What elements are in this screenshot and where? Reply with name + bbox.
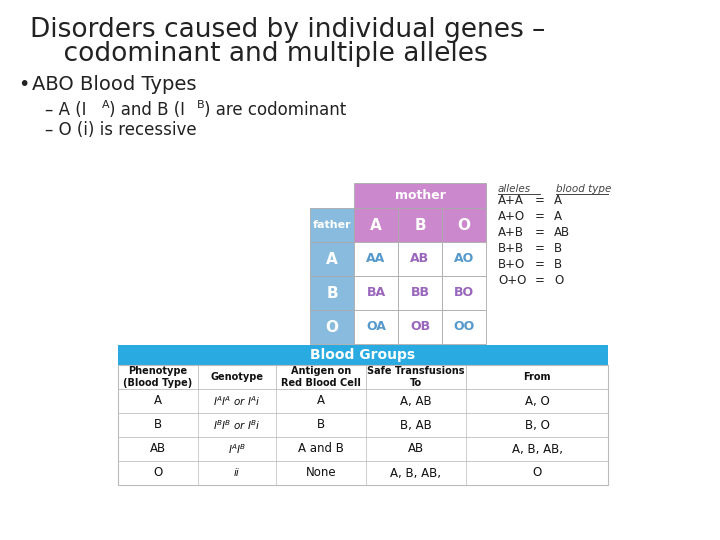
- Text: =: =: [535, 274, 545, 287]
- Text: BB: BB: [410, 287, 430, 300]
- Text: ii: ii: [234, 468, 240, 478]
- Text: AA: AA: [366, 253, 386, 266]
- Text: OA: OA: [366, 321, 386, 334]
- Text: Genotype: Genotype: [210, 372, 264, 382]
- Text: O: O: [532, 467, 541, 480]
- Text: Phenotype
(Blood Type): Phenotype (Blood Type): [123, 366, 193, 388]
- Text: A and B: A and B: [298, 442, 344, 456]
- Bar: [354, 208, 398, 242]
- Text: O: O: [325, 320, 338, 334]
- Text: blood type: blood type: [556, 185, 611, 194]
- Bar: [442, 310, 486, 344]
- Text: ) are codominant: ) are codominant: [204, 101, 346, 119]
- Bar: [310, 242, 354, 276]
- Text: =: =: [535, 194, 545, 207]
- Text: B, O: B, O: [525, 418, 549, 431]
- Bar: [118, 389, 608, 413]
- Bar: [398, 208, 442, 242]
- Text: A: A: [370, 218, 382, 233]
- Text: I$^B$I$^B$ or I$^B$i: I$^B$I$^B$ or I$^B$i: [213, 418, 261, 432]
- Text: B+O: B+O: [498, 258, 526, 271]
- Text: I$^A$I$^B$: I$^A$I$^B$: [228, 442, 246, 456]
- Text: BO: BO: [454, 287, 474, 300]
- Text: A, O: A, O: [525, 395, 549, 408]
- Text: AB: AB: [554, 226, 570, 239]
- Text: A: A: [102, 100, 109, 110]
- Text: •: •: [18, 76, 30, 94]
- Bar: [310, 208, 354, 242]
- Text: B: B: [554, 258, 562, 271]
- Text: A: A: [554, 210, 562, 223]
- Text: =: =: [535, 210, 545, 223]
- Bar: [354, 310, 398, 344]
- Text: Disorders caused by individual genes –: Disorders caused by individual genes –: [30, 17, 545, 43]
- Text: =: =: [535, 226, 545, 239]
- Bar: [118, 437, 608, 461]
- Text: A, AB: A, AB: [400, 395, 432, 408]
- Bar: [442, 276, 486, 310]
- Text: A, B, AB,: A, B, AB,: [511, 442, 562, 456]
- Text: BA: BA: [366, 287, 386, 300]
- Bar: [118, 413, 608, 437]
- Bar: [118, 461, 608, 485]
- Bar: [354, 242, 398, 276]
- Text: – A (I: – A (I: [45, 101, 86, 119]
- Text: A: A: [154, 395, 162, 408]
- Text: ) and B (I: ) and B (I: [109, 101, 185, 119]
- Bar: [118, 345, 608, 365]
- Text: Antigen on
Red Blood Cell: Antigen on Red Blood Cell: [281, 366, 361, 388]
- Text: O+O: O+O: [498, 274, 526, 287]
- Text: B, AB: B, AB: [400, 418, 432, 431]
- Text: codominant and multiple alleles: codominant and multiple alleles: [30, 41, 487, 67]
- Text: From: From: [523, 372, 551, 382]
- Text: =: =: [535, 242, 545, 255]
- Text: mother: mother: [395, 189, 446, 202]
- Bar: [354, 276, 398, 310]
- Bar: [442, 242, 486, 276]
- Text: A, B, AB,: A, B, AB,: [390, 467, 441, 480]
- Text: AO: AO: [454, 253, 474, 266]
- Text: B: B: [154, 418, 162, 431]
- Text: =: =: [535, 258, 545, 271]
- Text: Safe Transfusions
To: Safe Transfusions To: [367, 366, 464, 388]
- Text: AB: AB: [410, 253, 430, 266]
- Text: B: B: [414, 218, 426, 233]
- Text: B+B: B+B: [498, 242, 524, 255]
- Text: father: father: [312, 220, 351, 230]
- Text: B: B: [554, 242, 562, 255]
- Text: Blood Groups: Blood Groups: [310, 348, 415, 362]
- Bar: [442, 208, 486, 242]
- Bar: [310, 276, 354, 310]
- Text: A: A: [317, 395, 325, 408]
- Text: OO: OO: [454, 321, 474, 334]
- Bar: [118, 365, 608, 389]
- Bar: [398, 242, 442, 276]
- Text: A: A: [554, 194, 562, 207]
- Text: alleles: alleles: [498, 185, 531, 194]
- Text: B: B: [197, 100, 204, 110]
- Text: A+B: A+B: [498, 226, 524, 239]
- Bar: [310, 310, 354, 344]
- Text: – O (i) is recessive: – O (i) is recessive: [45, 121, 197, 139]
- Text: O: O: [153, 467, 163, 480]
- Text: OB: OB: [410, 321, 430, 334]
- Text: O: O: [554, 274, 563, 287]
- Bar: [398, 276, 442, 310]
- Text: B: B: [317, 418, 325, 431]
- Text: A+A: A+A: [498, 194, 524, 207]
- Text: AB: AB: [150, 442, 166, 456]
- Text: AB: AB: [408, 442, 424, 456]
- Text: A+O: A+O: [498, 210, 525, 223]
- Text: B: B: [326, 286, 338, 300]
- Text: ABO Blood Types: ABO Blood Types: [32, 76, 197, 94]
- Text: None: None: [306, 467, 336, 480]
- Text: I$^A$I$^A$ or I$^A$i: I$^A$I$^A$ or I$^A$i: [213, 394, 261, 408]
- Text: A: A: [326, 252, 338, 267]
- Bar: [354, 183, 486, 208]
- Bar: [398, 310, 442, 344]
- Bar: [118, 365, 608, 485]
- Text: O: O: [457, 218, 470, 233]
